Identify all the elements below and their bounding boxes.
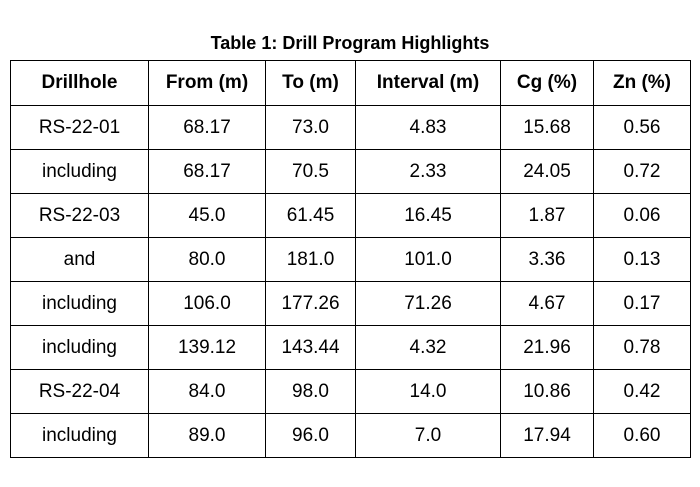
table-cell: 101.0 <box>355 237 501 282</box>
table-cell: RS-22-01 <box>10 105 149 150</box>
table-cell: RS-22-03 <box>10 193 149 238</box>
table-cell: 4.67 <box>500 281 594 326</box>
table-cell: 1.87 <box>500 193 594 238</box>
table-cell: 16.45 <box>355 193 501 238</box>
table-cell: 106.0 <box>148 281 266 326</box>
table-cell: 4.32 <box>355 325 501 370</box>
table-cell: 21.96 <box>500 325 594 370</box>
table-cell: 181.0 <box>265 237 356 282</box>
table-cell: 0.56 <box>593 105 691 150</box>
table-cell: 2.33 <box>355 149 501 194</box>
table-row: including 68.17 70.5 2.33 24.05 0.72 <box>10 149 691 194</box>
table-cell: including <box>10 281 149 326</box>
table-cell: 96.0 <box>265 413 356 458</box>
table-cell: 0.72 <box>593 149 691 194</box>
table-cell: 71.26 <box>355 281 501 326</box>
table-cell: 4.83 <box>355 105 501 150</box>
table-cell: 0.42 <box>593 369 691 414</box>
table-row: including 139.12 143.44 4.32 21.96 0.78 <box>10 325 691 370</box>
table-cell: 0.06 <box>593 193 691 238</box>
column-header: Zn (%) <box>593 60 691 106</box>
table-cell: 0.78 <box>593 325 691 370</box>
table-cell: 0.17 <box>593 281 691 326</box>
table-cell: 143.44 <box>265 325 356 370</box>
table-cell: 68.17 <box>148 149 266 194</box>
table-row: RS-22-03 45.0 61.45 16.45 1.87 0.06 <box>10 193 691 238</box>
table-title: Table 1: Drill Program Highlights <box>210 33 490 53</box>
drill-highlights-table: Drillhole From (m) To (m) Interval (m) Cg (%… <box>10 60 691 458</box>
table-cell: 14.0 <box>355 369 501 414</box>
table-cell: 70.5 <box>265 149 356 194</box>
table-cell: 45.0 <box>148 193 266 238</box>
table-cell: 7.0 <box>355 413 501 458</box>
column-header: To (m) <box>265 60 356 106</box>
table-cell: including <box>10 325 149 370</box>
table-cell: RS-22-04 <box>10 369 149 414</box>
table-cell: 24.05 <box>500 149 594 194</box>
table-cell: 61.45 <box>265 193 356 238</box>
table-cell: 80.0 <box>148 237 266 282</box>
column-header: Drillhole <box>10 60 149 106</box>
table-cell: 3.36 <box>500 237 594 282</box>
column-header: From (m) <box>148 60 266 106</box>
table-cell: 177.26 <box>265 281 356 326</box>
table-row: including 106.0 177.26 71.26 4.67 0.17 <box>10 281 691 326</box>
table-cell: 139.12 <box>148 325 266 370</box>
table-cell: including <box>10 149 149 194</box>
table-cell: and <box>10 237 149 282</box>
column-header: Interval (m) <box>355 60 501 106</box>
header-row: Drillhole From (m) To (m) Interval (m) Cg (%… <box>10 60 691 106</box>
table-cell: 0.13 <box>593 237 691 282</box>
table-cell: 10.86 <box>500 369 594 414</box>
table-cell: including <box>10 413 149 458</box>
table-cell: 73.0 <box>265 105 356 150</box>
table-row: including 89.0 96.0 7.0 17.94 0.60 <box>10 413 691 458</box>
table-row: and 80.0 181.0 101.0 3.36 0.13 <box>10 237 691 282</box>
table-row: RS-22-04 84.0 98.0 14.0 10.86 0.42 <box>10 369 691 414</box>
table-row: RS-22-01 68.17 73.0 4.83 15.68 0.56 <box>10 105 691 150</box>
table-cell: 17.94 <box>500 413 594 458</box>
table-cell: 84.0 <box>148 369 266 414</box>
table-cell: 15.68 <box>500 105 594 150</box>
table-cell: 68.17 <box>148 105 266 150</box>
table-cell: 98.0 <box>265 369 356 414</box>
column-header: Cg (%) <box>500 60 594 106</box>
table-cell: 0.60 <box>593 413 691 458</box>
table-cell: 89.0 <box>148 413 266 458</box>
